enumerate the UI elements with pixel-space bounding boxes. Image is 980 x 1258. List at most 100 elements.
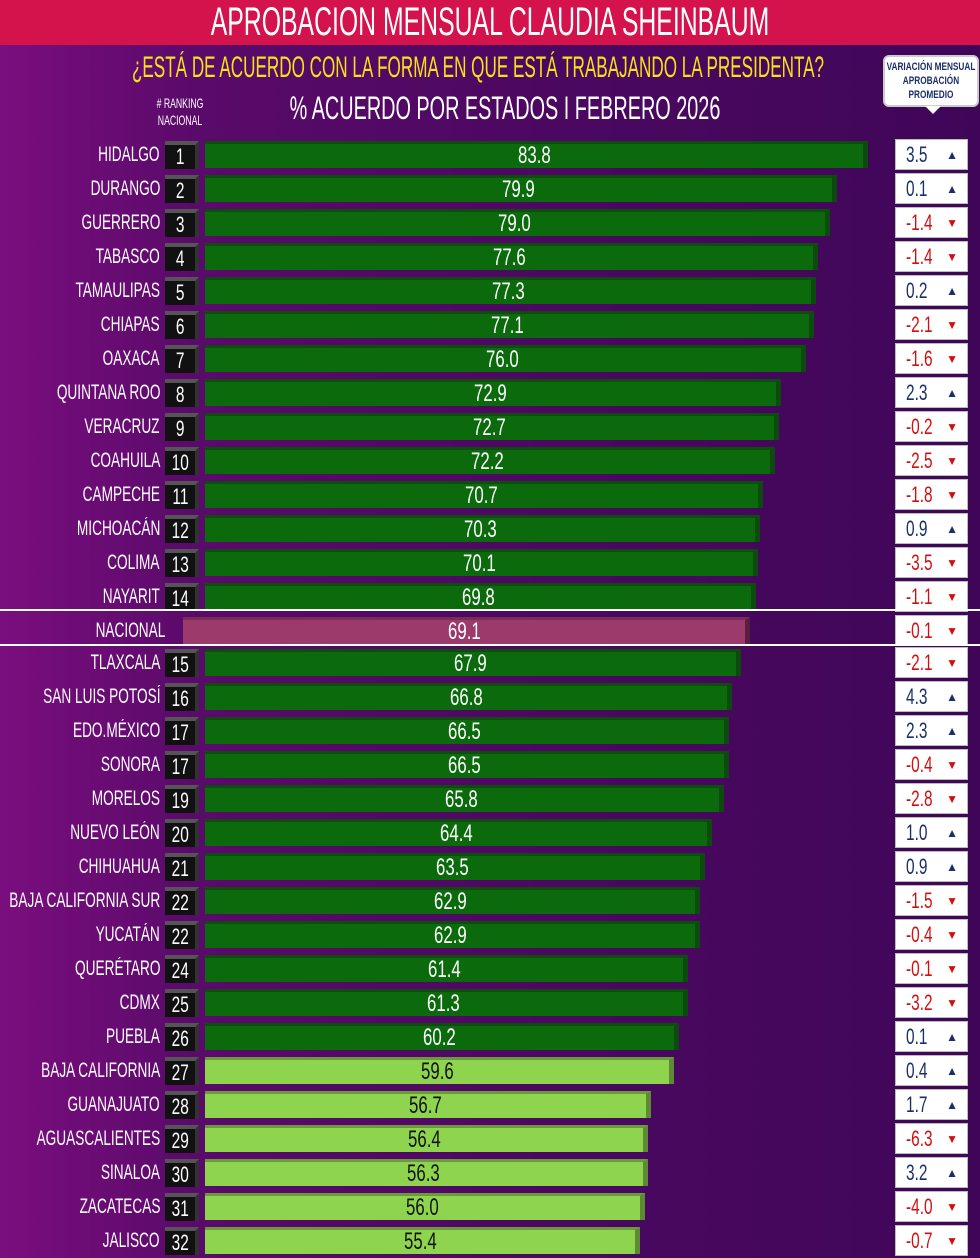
rank-badge: 2	[165, 175, 199, 203]
triangle-down-icon: ▼	[946, 250, 958, 264]
chart-row: NAYARIT 14 69.8 -1.1 ▼	[0, 580, 980, 614]
triangle-down-icon: ▼	[946, 1132, 958, 1146]
chart-row: QUERÉTARO 24 61.4 -0.1 ▼	[0, 952, 980, 986]
rank-number: 30	[171, 1162, 189, 1187]
rank-badge: 1	[165, 141, 199, 169]
state-label: MORELOS	[91, 787, 160, 810]
bar: 83.8	[205, 141, 869, 168]
rank-badge: 31	[165, 1193, 199, 1221]
triangle-down-icon: ▼	[946, 488, 958, 502]
triangle-up-icon: ▲	[946, 1166, 958, 1180]
variation-value: -1.4	[906, 244, 933, 269]
state-label: TAMAULIPAS	[75, 279, 160, 302]
variation-box: -1.4 ▼	[895, 207, 968, 238]
rank-badge: 28	[165, 1091, 199, 1119]
triangle-up-icon: ▲	[946, 148, 958, 162]
state-label: TLAXCALA	[90, 651, 160, 674]
rank-number: 15	[171, 652, 189, 677]
state-label: CHIAPAS	[101, 313, 160, 336]
triangle-down-icon: ▼	[946, 792, 958, 806]
rank-number: 21	[171, 856, 189, 881]
variation-box: 0.1 ▲	[895, 173, 968, 204]
variation-box: 2.3 ▲	[895, 377, 968, 408]
variation-box: -1.4 ▼	[895, 241, 968, 272]
triangle-up-icon: ▲	[946, 1030, 958, 1044]
rank-badge: 27	[165, 1057, 199, 1085]
rank-badge: 22	[165, 921, 199, 949]
rank-number: 32	[171, 1230, 189, 1255]
bar: 67.9	[205, 649, 741, 676]
rank-badge: 16	[165, 683, 199, 711]
bar-value-label: 56.4	[407, 1126, 441, 1153]
state-label: SAN LUIS POTOSÍ	[42, 685, 160, 708]
chart-row: GUERRERO 3 79.0 -1.4 ▼	[0, 206, 980, 240]
bar-value-label: 77.3	[491, 278, 525, 305]
rank-number: 26	[171, 1026, 189, 1051]
chart-row: YUCATÁN 22 62.9 -0.4 ▼	[0, 918, 980, 952]
state-label: VERACRUZ	[84, 415, 160, 438]
triangle-down-icon: ▼	[946, 590, 958, 604]
state-label: NUEVO LEÓN	[70, 821, 160, 844]
chart-subtitle-text: % ACUERDO POR ESTADOS I FEBRERO 2026	[289, 90, 721, 126]
variation-box: -2.5 ▼	[895, 445, 968, 476]
variation-box: 0.1 ▲	[895, 1021, 968, 1052]
rank-number: 22	[171, 924, 189, 949]
bar-value-label: 72.2	[471, 448, 504, 475]
chart-row: CDMX 25 61.3 -3.2 ▼	[0, 986, 980, 1020]
variation-value: 3.5	[906, 142, 928, 167]
rank-number: 28	[171, 1094, 189, 1119]
chart-row: NACIONAL 69.1 -0.1 ▼	[0, 614, 980, 648]
rank-number: 2	[175, 178, 185, 203]
variation-value: 0.1	[906, 176, 928, 201]
variation-value: 0.9	[906, 516, 928, 541]
rank-badge: 8	[165, 379, 199, 407]
bar-value-label: 70.7	[465, 482, 498, 509]
variation-value: -0.4	[906, 922, 933, 947]
rank-number: 24	[171, 958, 189, 983]
rank-number: 6	[175, 314, 185, 339]
rank-badge: 6	[165, 311, 199, 339]
variation-header-line: VARIACIÓN MENSUAL	[886, 61, 976, 73]
bar: 60.2	[205, 1023, 679, 1050]
rank-number: 11	[172, 484, 188, 509]
rank-number: 5	[175, 280, 185, 305]
chart-row: TLAXCALA 15 67.9 -2.1 ▼	[0, 646, 980, 680]
triangle-up-icon: ▲	[946, 182, 958, 196]
triangle-down-icon: ▼	[946, 928, 958, 942]
variation-value: 0.4	[906, 1058, 928, 1083]
variation-box: 0.4 ▲	[895, 1055, 968, 1086]
rank-badge: 32	[165, 1227, 199, 1255]
variation-box: -2.8 ▼	[895, 783, 968, 814]
variation-value: -3.2	[906, 990, 933, 1015]
variation-value: 1.0	[906, 820, 928, 845]
bar-value-label: 69.8	[461, 584, 495, 611]
variation-value: -1.1	[906, 584, 933, 609]
bar-value-label: 56.3	[407, 1160, 441, 1187]
triangle-down-icon: ▼	[946, 318, 958, 332]
chart-row: AGUASCALIENTES 29 56.4 -6.3 ▼	[0, 1122, 980, 1156]
chart-row: BAJA CALIFORNIA 27 59.6 0.4 ▲	[0, 1054, 980, 1088]
rank-header-line: # RANKING	[156, 95, 204, 111]
bar: 70.7	[205, 481, 763, 508]
variation-value: 1.7	[906, 1092, 928, 1117]
bar-value-label: 77.6	[492, 244, 526, 271]
variation-value: 3.2	[906, 1160, 928, 1185]
bar: 66.5	[205, 717, 730, 744]
chart-row: JALISCO 32 55.4 -0.7 ▼	[0, 1224, 980, 1258]
rank-badge: 4	[165, 243, 199, 271]
rank-badge: 19	[165, 785, 199, 813]
rank-number: 9	[175, 416, 185, 441]
variation-value: -3.5	[906, 550, 933, 575]
variation-box: -0.4 ▼	[895, 749, 968, 780]
state-label: AGUASCALIENTES	[36, 1127, 160, 1150]
variation-value: 0.1	[906, 1024, 928, 1049]
state-label: QUERÉTARO	[74, 957, 160, 980]
variation-box: 1.7 ▲	[895, 1089, 968, 1120]
chart-row: HIDALGO 1 83.8 3.5 ▲	[0, 138, 980, 172]
triangle-down-icon: ▼	[946, 420, 958, 434]
state-label: CHIHUAHUA	[78, 855, 160, 878]
rank-number: 4	[175, 246, 185, 271]
state-label: CDMX	[119, 991, 160, 1014]
variation-value: -1.5	[906, 888, 933, 913]
bar: 62.9	[205, 921, 701, 948]
